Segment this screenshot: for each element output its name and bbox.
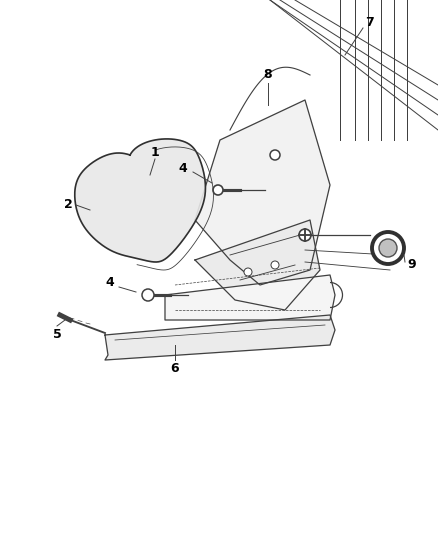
Polygon shape	[165, 275, 335, 320]
Circle shape	[244, 268, 252, 276]
Text: 8: 8	[264, 69, 272, 82]
Circle shape	[270, 150, 280, 160]
Text: 6: 6	[171, 361, 179, 375]
Polygon shape	[195, 220, 320, 310]
Text: 2: 2	[64, 198, 72, 212]
Polygon shape	[105, 315, 335, 360]
Text: 1: 1	[151, 146, 159, 158]
Circle shape	[372, 232, 404, 264]
Text: 5: 5	[53, 328, 61, 342]
Text: 4: 4	[179, 161, 187, 174]
Circle shape	[379, 239, 397, 257]
Text: 4: 4	[106, 277, 114, 289]
Text: 7: 7	[366, 15, 374, 28]
Text: 9: 9	[408, 259, 416, 271]
Polygon shape	[195, 100, 330, 285]
Circle shape	[271, 261, 279, 269]
Polygon shape	[75, 139, 205, 262]
Circle shape	[299, 229, 311, 241]
Circle shape	[142, 289, 154, 301]
Circle shape	[213, 185, 223, 195]
